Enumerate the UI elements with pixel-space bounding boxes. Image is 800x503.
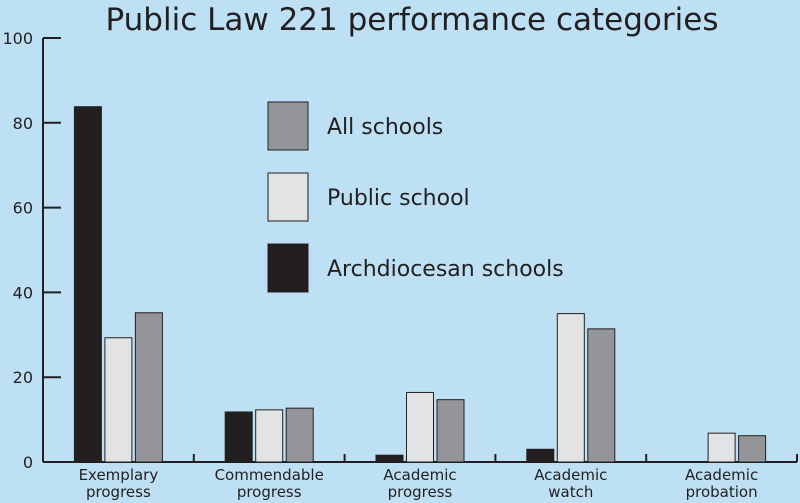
bar [406,391,434,463]
bar [104,337,133,463]
bar [224,411,253,463]
legend-label: Public school [327,186,470,211]
bar [255,409,284,463]
bar [738,435,767,463]
legend-label: All schools [327,115,443,140]
legend-swatch [267,101,309,151]
bar [285,407,314,463]
bar [707,432,736,463]
bar [526,448,555,463]
chart-title: Public Law 221 performance categories [106,2,719,38]
bar [587,328,616,463]
legend-swatch [267,172,309,222]
bar [134,312,163,463]
bar [73,106,102,463]
y-tick-label: 100 [2,29,33,48]
axes: 0 20 40 60 80 100 Exemplary progress Commendable… [2,29,798,501]
y-tick-label: 60 [13,199,33,218]
x-category-label: Academic progress [383,466,456,501]
x-category-label: Academic watch [534,466,607,501]
y-tick-label: 80 [13,114,33,133]
bar [436,399,465,463]
x-category-label: Academic probation [685,466,758,501]
x-category-label: Commendable progress [215,466,324,501]
legend-swatch [267,243,309,293]
bar [556,313,585,463]
y-tick-label: 40 [13,283,33,302]
bar [375,454,404,463]
bars [73,106,767,463]
y-tick-label: 0 [23,453,33,472]
x-category-label: Exemplary progress [79,466,159,501]
legend-label: Archdiocesan schools [327,257,564,282]
y-tick-label: 20 [13,368,33,387]
legend: All schools Public school Archdiocesan sch… [267,101,564,293]
